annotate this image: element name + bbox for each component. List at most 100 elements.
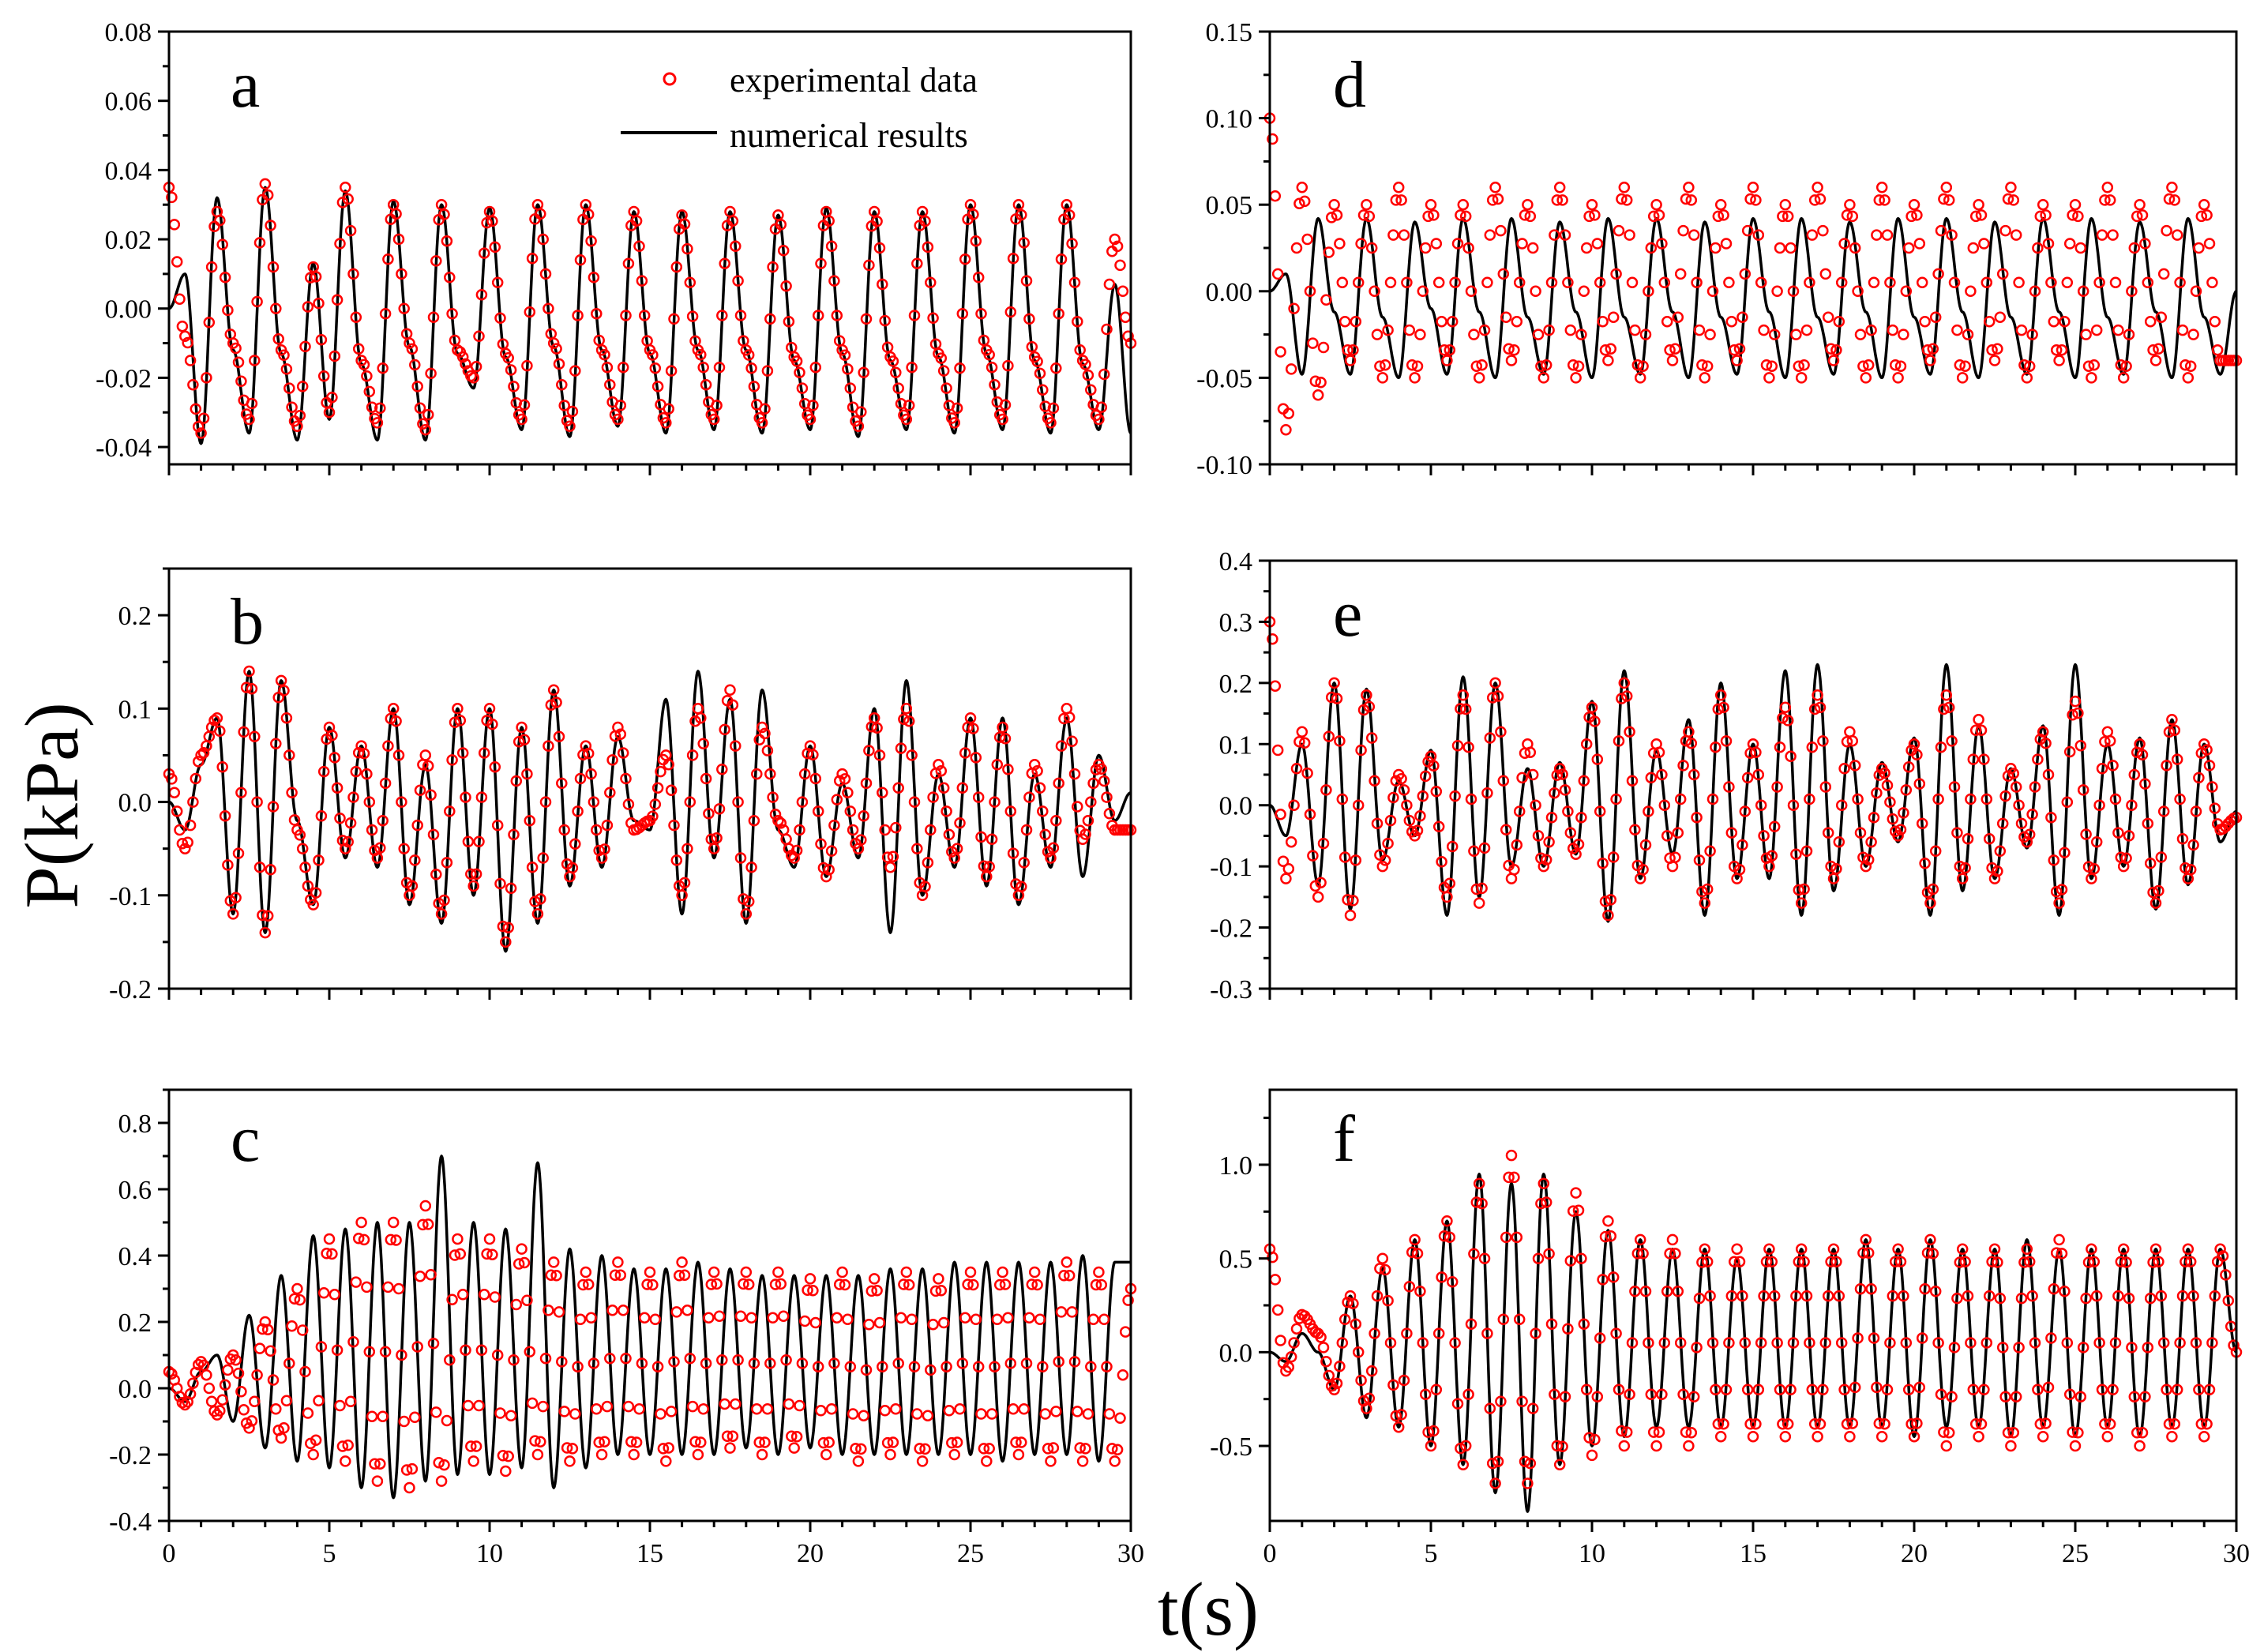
experimental-point: [441, 857, 453, 869]
experimental-point: [467, 880, 479, 892]
experimental-point: [232, 1367, 245, 1380]
experimental-point: [363, 796, 376, 808]
experimental-point: [392, 1282, 405, 1295]
experimental-point: [1074, 1442, 1086, 1454]
experimental-point: [1018, 237, 1030, 249]
experimental-point: [775, 817, 787, 829]
experimental-point: [860, 1364, 873, 1376]
experimental-point: [1344, 909, 1357, 922]
experimental-point: [1441, 1215, 1453, 1227]
experimental-point: [873, 242, 886, 254]
experimental-point: [1967, 1384, 1980, 1396]
experimental-point: [2026, 809, 2038, 820]
experimental-point: [569, 1408, 581, 1420]
experimental-point: [1911, 749, 1923, 761]
experimental-point: [599, 348, 610, 361]
experimental-point: [978, 1443, 990, 1455]
experimental-point: [230, 892, 242, 904]
experimental-point: [1492, 690, 1504, 702]
experimental-point: [730, 740, 742, 752]
experimental-point: [1007, 847, 1019, 859]
experimental-point: [989, 378, 1001, 391]
experimental-point: [1846, 1417, 1859, 1429]
experimental-point: [1068, 1356, 1081, 1368]
y-tick-label: 0.02: [105, 226, 152, 255]
experimental-point: [2061, 276, 2074, 289]
experimental-point: [1564, 324, 1577, 336]
experimental-point: [1505, 1149, 1518, 1162]
experimental-point: [1763, 860, 1775, 873]
experimental-point: [585, 768, 597, 780]
experimental-point: [620, 310, 632, 321]
experimental-point: [1403, 324, 1416, 336]
experimental-point: [176, 320, 189, 332]
experimental-point: [1580, 738, 1593, 750]
experimental-point: [1804, 1337, 1815, 1349]
experimental-point: [865, 1285, 878, 1297]
experimental-point: [727, 215, 739, 227]
experimental-point: [1026, 1278, 1038, 1290]
experimental-point: [1806, 229, 1819, 241]
experimental-point: [636, 275, 648, 287]
experimental-point: [1650, 198, 1662, 211]
experimental-point: [925, 824, 937, 836]
experimental-point: [2069, 198, 2082, 211]
experimental-point: [681, 1305, 693, 1316]
experimental-point: [1597, 315, 1609, 328]
experimental-point: [1988, 355, 2001, 366]
experimental-point: [1900, 784, 1913, 796]
experimental-point: [972, 791, 985, 803]
experimental-point: [392, 749, 405, 761]
experimental-point: [1744, 193, 1756, 205]
experimental-point: [1403, 1281, 1416, 1293]
experimental-point: [1656, 1388, 1668, 1401]
experimental-point: [1771, 781, 1783, 793]
experimental-point: [604, 378, 616, 391]
experimental-point: [2104, 194, 2116, 206]
experimental-point: [906, 749, 918, 761]
experimental-point: [1530, 799, 1541, 811]
experimental-point: [1122, 1294, 1134, 1306]
experimental-point: [392, 233, 405, 246]
experimental-point: [788, 1442, 800, 1454]
experimental-point: [719, 1398, 730, 1410]
experimental-point: [1706, 1337, 1719, 1349]
experimental-point: [1881, 1384, 1894, 1396]
experimental-point: [561, 415, 573, 426]
x-tick-label: 20: [1901, 1539, 1928, 1568]
experimental-point: [665, 365, 678, 377]
y-tick-label: 0.3: [1219, 608, 1253, 637]
experimental-point: [1852, 793, 1864, 805]
experimental-point: [261, 910, 274, 922]
experimental-point: [2093, 276, 2105, 289]
experimental-point: [460, 358, 471, 370]
experimental-point: [537, 852, 549, 864]
experimental-point: [1522, 1477, 1534, 1489]
experimental-point: [1643, 1337, 1654, 1349]
experimental-point: [1879, 194, 1890, 206]
experimental-point: [1666, 355, 1679, 366]
experimental-point: [1451, 1398, 1464, 1410]
experimental-point: [873, 1316, 886, 1329]
experimental-point: [1723, 781, 1735, 793]
experimental-point: [2180, 862, 2191, 874]
experimental-point: [1838, 763, 1850, 775]
experimental-point: [1470, 883, 1483, 895]
y-tick-label: 0.4: [1219, 547, 1253, 576]
experimental-point: [756, 417, 768, 429]
experimental-point: [307, 1448, 319, 1461]
experimental-point: [1271, 744, 1284, 757]
experimental-point: [1992, 343, 2003, 355]
experimental-point: [1800, 324, 1813, 336]
experimental-point: [1034, 1313, 1046, 1326]
experimental-point: [340, 843, 351, 854]
experimental-point: [535, 893, 546, 905]
experimental-point: [614, 1269, 627, 1281]
experimental-point: [719, 723, 730, 736]
experimental-point: [2144, 315, 2157, 328]
experimental-point: [232, 847, 245, 859]
experimental-point: [214, 725, 226, 738]
experimental-point: [1629, 824, 1641, 835]
experimental-point: [1758, 324, 1770, 336]
experimental-point: [855, 406, 867, 418]
